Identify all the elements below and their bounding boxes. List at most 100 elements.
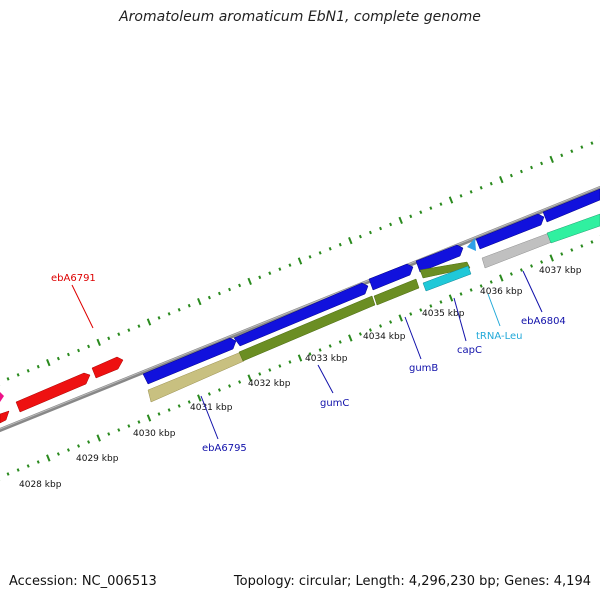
genome-backbone [0, 185, 600, 433]
major-tick [549, 254, 554, 262]
minor-tick [489, 181, 493, 186]
minor-tick [16, 373, 20, 377]
minor-tick [16, 468, 20, 472]
gene-olive-2[interactable] [373, 278, 420, 306]
minor-tick [187, 303, 191, 308]
minor-tick [358, 332, 362, 336]
minor-tick [328, 344, 332, 348]
minor-tick [318, 251, 322, 255]
minor-tick [66, 352, 70, 357]
minor-tick [459, 194, 463, 198]
major-tick [96, 434, 101, 442]
tick-label: 4037 kbp [539, 266, 582, 276]
gene-blue-3[interactable] [368, 263, 414, 291]
tick-label: 4028 kbp [19, 480, 62, 490]
minor-tick [479, 186, 483, 190]
minor-tick [217, 388, 221, 392]
minor-tick [590, 141, 594, 145]
minor-tick [107, 336, 111, 341]
minor-tick [238, 380, 242, 384]
minor-tick [540, 260, 544, 264]
leader-gumC [317, 364, 334, 394]
major-tick [146, 414, 152, 422]
tick-label: 4034 kbp [363, 332, 406, 342]
map-title: Aromatoleum aromaticum EbN1, complete ge… [119, 9, 481, 25]
gene-red-3[interactable] [0, 410, 10, 424]
gene-blue-2[interactable] [233, 282, 369, 347]
minor-tick [530, 165, 534, 170]
minor-tick [409, 312, 413, 316]
minor-tick [278, 267, 282, 271]
major-tick [549, 155, 554, 163]
minor-tick [469, 288, 473, 292]
gene-blue-6[interactable] [542, 188, 600, 223]
gene-mint[interactable] [546, 213, 600, 244]
major-tick [46, 454, 51, 462]
gene-blue-5[interactable] [475, 213, 545, 250]
minor-tick [187, 400, 191, 404]
gene-red-2[interactable] [91, 356, 124, 379]
gene-label-capC: capC [457, 345, 482, 356]
gene-trna-leu[interactable] [467, 238, 476, 251]
gene-olive-1[interactable] [238, 295, 376, 362]
gene-blue-1[interactable] [142, 337, 237, 385]
minor-tick [580, 145, 584, 149]
minor-tick [439, 300, 443, 304]
gene-red-1[interactable] [15, 372, 91, 413]
minor-tick [328, 247, 332, 251]
forward-strand-genes [0, 188, 600, 413]
minor-tick [127, 328, 131, 332]
minor-tick [36, 364, 40, 369]
gene-magenta[interactable] [0, 392, 4, 402]
major-tick [46, 359, 51, 367]
major-tick [499, 176, 504, 184]
minor-tick [117, 332, 121, 336]
leader-tRNA-Leu [487, 293, 501, 327]
minor-tick [177, 404, 181, 408]
minor-tick [117, 428, 121, 432]
major-tick [348, 237, 353, 245]
inner-tick-ring [0, 234, 600, 482]
minor-tick [207, 295, 211, 300]
minor-tick [268, 271, 272, 275]
minor-tick [56, 452, 60, 456]
gene-label-ebA6791: ebA6791 [51, 273, 96, 284]
minor-tick [77, 348, 81, 353]
minor-tick [338, 340, 342, 344]
minor-tick [137, 324, 141, 328]
minor-tick [238, 283, 242, 288]
tick-label: 4035 kbp [422, 309, 465, 319]
minor-tick [409, 214, 413, 219]
leader-ebA6791 [71, 284, 94, 329]
gene-tan[interactable] [147, 351, 245, 403]
minor-tick [268, 368, 272, 372]
minor-tick [429, 304, 433, 308]
genome-backbone-highlight [0, 186, 600, 430]
major-tick [348, 334, 353, 342]
minor-tick [429, 206, 433, 210]
minor-tick [127, 424, 131, 428]
gene-label-leaders [71, 270, 543, 440]
minor-tick [368, 230, 372, 235]
gene-olive-3[interactable] [419, 261, 471, 279]
minor-tick [26, 369, 30, 373]
minor-tick [167, 312, 171, 316]
minor-tick [228, 287, 232, 292]
minor-tick [570, 149, 574, 153]
major-tick [96, 338, 101, 346]
minor-tick [278, 364, 282, 368]
tick-labels: 4028 kbp 4029 kbp 4030 kbp 4031 kbp 4032… [19, 266, 582, 490]
gene-cyan[interactable] [422, 265, 472, 292]
leader-ebA6795 [200, 395, 219, 440]
major-tick [448, 196, 454, 204]
gene-labels: ebA6791 ebA6795 gumC gumB capC tRNA-Leu … [51, 273, 566, 454]
minor-tick [419, 210, 423, 214]
gene-blue-4[interactable] [415, 244, 464, 273]
minor-tick [419, 308, 423, 312]
tick-label: 4036 kbp [480, 287, 523, 297]
gene-label-ebA6795: ebA6795 [202, 443, 247, 454]
major-tick [398, 216, 403, 224]
minor-tick [36, 460, 40, 464]
minor-tick [258, 372, 262, 376]
minor-tick [379, 226, 383, 231]
